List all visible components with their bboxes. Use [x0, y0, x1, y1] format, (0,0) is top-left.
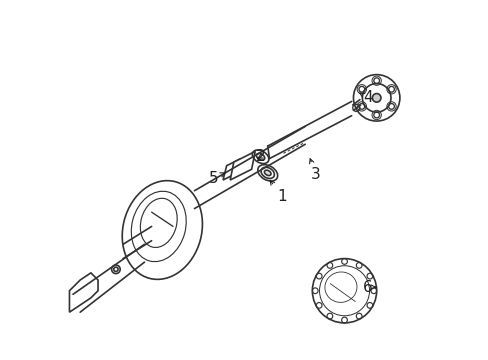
Polygon shape	[230, 152, 255, 180]
Text: 2: 2	[255, 149, 265, 164]
Text: 5: 5	[209, 171, 224, 186]
Polygon shape	[69, 273, 98, 312]
Polygon shape	[223, 158, 241, 180]
Ellipse shape	[264, 170, 270, 176]
Text: 6: 6	[362, 280, 375, 295]
Ellipse shape	[122, 181, 202, 279]
Circle shape	[372, 94, 380, 102]
Text: 1: 1	[269, 180, 286, 203]
Text: 3: 3	[309, 159, 320, 182]
Text: 4: 4	[359, 90, 372, 105]
